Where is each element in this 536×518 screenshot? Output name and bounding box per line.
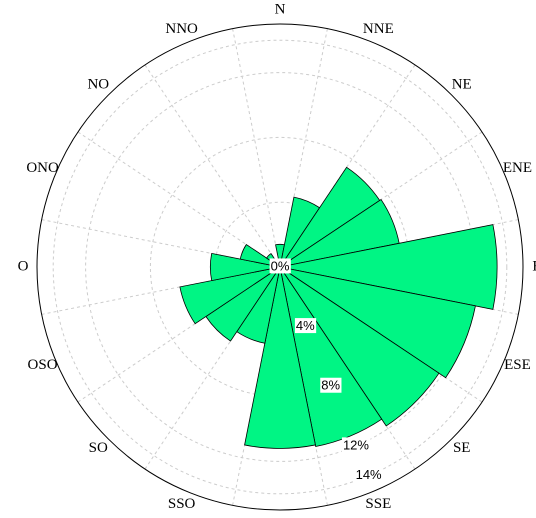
wedge [279, 266, 383, 448]
direction-label: SO [89, 440, 108, 456]
grid-spoke [41, 266, 281, 315]
grid-spoke [144, 64, 281, 268]
direction-label: E [532, 258, 536, 274]
direction-label: ONO [26, 160, 59, 176]
tick-label-bg [294, 318, 317, 334]
wedge [179, 266, 281, 325]
grid-spoke [41, 219, 281, 268]
grid-spoke [77, 131, 281, 268]
direction-label: NNE [363, 21, 394, 37]
radial-tick-label: 14% [356, 467, 382, 482]
direction-label: ENE [503, 160, 532, 176]
wedge [244, 266, 316, 449]
grid-spoke [279, 28, 328, 268]
wedge [279, 266, 440, 427]
direction-label: S [276, 515, 284, 518]
direction-label: SE [453, 440, 471, 456]
grid-spoke [144, 266, 281, 470]
direction-label: O [18, 258, 29, 274]
direction-label: SSE [365, 496, 391, 512]
direction-label: NO [87, 77, 109, 93]
direction-label: OSO [28, 357, 58, 373]
grid-spoke [232, 28, 281, 268]
grid-spoke [279, 64, 416, 268]
grid-circle [52, 39, 508, 495]
radial-tick-label: 12% [343, 437, 369, 452]
tick-label-bg [320, 377, 342, 393]
radial-tick-label: 8% [321, 378, 340, 393]
direction-label: ESE [504, 357, 531, 373]
tick-label-bg [341, 437, 371, 453]
wedge [279, 266, 476, 379]
direction-label: NE [452, 77, 472, 93]
outer-circle [36, 23, 524, 511]
grid-spoke [77, 266, 281, 403]
tick-label-bg [354, 467, 384, 483]
radial-tick-label: 0% [271, 258, 290, 273]
direction-label: NNO [165, 21, 198, 37]
direction-label: N [275, 1, 286, 17]
wedge [279, 224, 498, 310]
wedge [209, 252, 281, 282]
tick-label-bg [269, 258, 291, 274]
radial-tick-label: 4% [296, 318, 315, 333]
direction-label: SSO [168, 496, 196, 512]
